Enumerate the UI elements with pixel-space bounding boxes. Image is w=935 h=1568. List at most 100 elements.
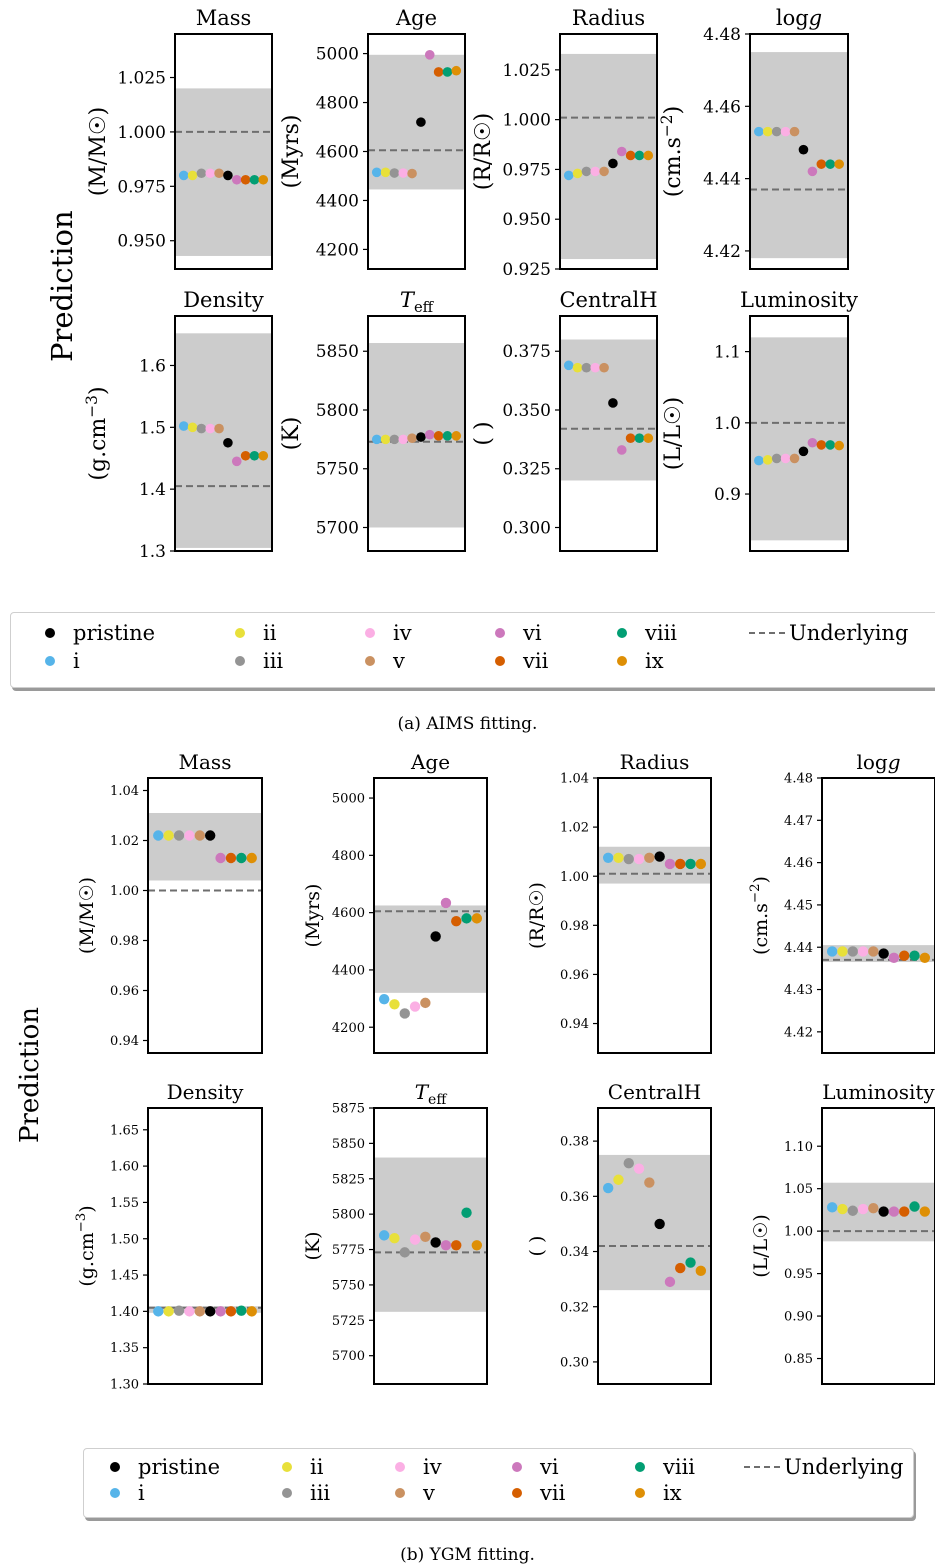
- point-ii: [762, 126, 773, 137]
- legend-item-vii: vii: [512, 1481, 565, 1505]
- point-vi: [215, 852, 226, 864]
- legend-b: pristine i ii iii iv v vi vii viii ix Un…: [83, 1448, 914, 1518]
- y-tick-label: 5725: [332, 1314, 365, 1329]
- point-vii: [899, 1206, 910, 1217]
- subplot-title: Density: [183, 288, 264, 312]
- point-pristine: [430, 931, 441, 942]
- uncertainty-band: [750, 52, 848, 259]
- point-iii: [847, 1205, 858, 1216]
- point-vii: [625, 150, 636, 161]
- subplot-title: Age: [395, 6, 437, 30]
- y-tick-label: 4.44: [784, 941, 813, 956]
- point-vii: [675, 1262, 686, 1274]
- y-tick-label: 4600: [316, 142, 359, 162]
- y-axis-label: (K): [302, 1231, 324, 1260]
- y-axis-label: (Myrs): [279, 115, 304, 189]
- y-tick-label: 1.6: [139, 356, 166, 376]
- y-tick-label: 1.1: [714, 343, 741, 363]
- y-axis-label: (R/R☉): [471, 113, 496, 190]
- y-tick-label: 4.46: [703, 97, 741, 117]
- point-iii: [771, 453, 782, 464]
- subplot-a-logg: 4.42 4.44 4.46 4.48 logg (cm.s−2): [658, 6, 849, 270]
- point-iii: [623, 1158, 634, 1169]
- subplot-b-logg: 4.42 4.43 4.44 4.45 4.46 4.47 4.48 logg (cm.s−2): [748, 750, 935, 1054]
- point-iv: [780, 126, 791, 137]
- legend-label: Underlying: [789, 621, 909, 645]
- legend-marker-ii: [282, 1462, 292, 1472]
- point-iv: [205, 423, 216, 434]
- y-tick-label: 4.47: [784, 814, 813, 829]
- legend-label: Underlying: [784, 1455, 904, 1479]
- point-iv: [398, 434, 409, 445]
- legend-marker-pristine: [45, 628, 55, 638]
- point-viii: [249, 174, 260, 185]
- y-tick-label: 0.925: [502, 260, 551, 280]
- point-viii: [909, 1201, 920, 1212]
- point-ix: [919, 952, 931, 964]
- subplot-title: Mass: [196, 6, 252, 30]
- axes-frame: [559, 33, 658, 270]
- point-iv: [633, 1163, 645, 1174]
- y-tick-label: 4.44: [703, 170, 741, 190]
- point-vii: [225, 852, 237, 864]
- point-v: [868, 946, 879, 957]
- point-ix: [451, 65, 462, 76]
- legend-label: vi: [523, 621, 542, 645]
- point-vii: [816, 440, 827, 450]
- legend-item-ix: ix: [617, 649, 664, 673]
- y-tick-label: 1.10: [784, 1140, 813, 1155]
- subplot-title: Age: [410, 750, 450, 774]
- subplot-title: logg: [776, 6, 822, 30]
- y-tick-label: 5850: [316, 342, 359, 362]
- y-tick-label: 0.9: [714, 485, 741, 505]
- y-tick-label: 1.00: [110, 884, 139, 899]
- y-tick-label: 1.04: [110, 784, 139, 799]
- y-axis-label: (cm.s−2): [748, 876, 772, 955]
- y-tick-label: 4400: [332, 963, 365, 978]
- subplot-a-luminosity: 0.9 1.0 1.1 Luminosity (L/L☉): [661, 288, 858, 552]
- legend-label: vii: [540, 1481, 566, 1505]
- y-tick-label: 0.98: [110, 934, 139, 949]
- point-ii: [613, 852, 624, 863]
- point-viii: [685, 858, 696, 870]
- y-tick-label: 1.35: [110, 1341, 139, 1356]
- legend-item-pristine: pristine: [45, 621, 155, 645]
- point-pristine: [204, 830, 216, 841]
- point-viii: [249, 450, 260, 461]
- point-ix: [834, 440, 844, 451]
- y-axis-label: (L/L☉): [750, 1214, 772, 1278]
- point-ii: [572, 362, 583, 373]
- point-vii: [451, 916, 462, 927]
- point-i: [378, 1230, 390, 1241]
- y-tick-label: 0.975: [502, 160, 551, 180]
- legend-item-v: v: [365, 649, 405, 673]
- point-i: [371, 167, 382, 178]
- point-ii: [163, 830, 174, 841]
- point-v: [214, 168, 224, 179]
- point-v: [420, 997, 431, 1009]
- y-tick-label: 0.375: [502, 342, 551, 362]
- point-pristine: [416, 117, 426, 127]
- subplot-a-age: 4200 4400 4600 4800 5000 Age (Myrs): [279, 6, 466, 270]
- point-ii: [380, 167, 391, 178]
- y-tick-label: 4800: [332, 849, 365, 864]
- point-vi: [440, 1240, 452, 1251]
- point-ix: [695, 858, 707, 870]
- legend-item-iii: iii: [282, 1481, 330, 1505]
- y-tick-label: 4.45: [784, 898, 813, 913]
- axes-frame: [597, 1107, 712, 1385]
- point-iii: [847, 946, 858, 957]
- y-tick-label: 1.02: [560, 821, 589, 836]
- axes-frame: [821, 777, 935, 1054]
- legend-marker-ix: [617, 656, 627, 666]
- legend-item-underlying: Underlying: [744, 1455, 903, 1479]
- subplot-b-centralh: 0.30 0.32 0.34 0.36 0.38 CentralH ( ): [526, 1080, 712, 1385]
- legend-item-ii: ii: [235, 621, 276, 645]
- y-tick-label: 0.36: [560, 1190, 589, 1205]
- legend-marker-ix: [635, 1488, 645, 1498]
- point-vi: [424, 429, 435, 440]
- axes-frame: [367, 315, 466, 552]
- point-vi: [807, 166, 818, 177]
- point-iv: [184, 1306, 195, 1317]
